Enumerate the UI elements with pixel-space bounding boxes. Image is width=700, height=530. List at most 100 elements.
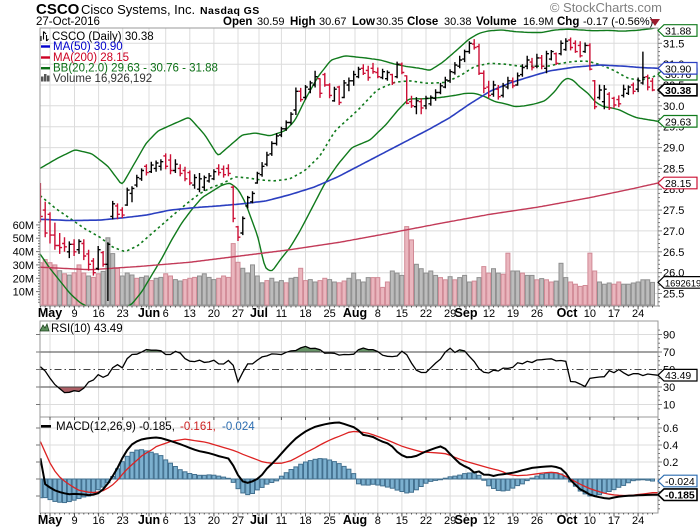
- svg-text:-0.185: -0.185: [665, 490, 695, 502]
- svg-text:Jun: Jun: [138, 513, 160, 527]
- svg-text:© StockCharts.com: © StockCharts.com: [550, 0, 662, 15]
- svg-text:MA(50) 30.90: MA(50) 30.90: [53, 41, 123, 53]
- svg-text:9: 9: [71, 308, 77, 320]
- svg-text:Open: Open: [223, 16, 252, 28]
- svg-text:23: 23: [117, 515, 129, 527]
- svg-text:27.0: 27.0: [663, 226, 684, 238]
- svg-text:20: 20: [208, 308, 220, 320]
- svg-text:70: 70: [663, 347, 675, 359]
- svg-text:30.38: 30.38: [444, 16, 472, 28]
- svg-text:10M: 10M: [13, 287, 34, 299]
- svg-text:12: 12: [483, 515, 495, 527]
- svg-text:43.49: 43.49: [665, 370, 691, 382]
- svg-text:Jul: Jul: [250, 306, 268, 320]
- svg-text:9: 9: [71, 515, 77, 527]
- svg-text:MA(200) 28.15: MA(200) 28.15: [53, 52, 129, 64]
- svg-text:MACD(12,26,9) -0.185,: MACD(12,26,9) -0.185,: [56, 421, 175, 433]
- svg-text:Nasdaq GS: Nasdaq GS: [200, 5, 260, 17]
- svg-text:22: 22: [420, 308, 432, 320]
- svg-text:Close: Close: [407, 16, 438, 28]
- svg-text:30.67: 30.67: [319, 16, 347, 28]
- svg-text:16926192: 16926192: [665, 278, 700, 288]
- svg-text:Jun: Jun: [138, 306, 160, 320]
- svg-text:Chg: Chg: [557, 16, 579, 28]
- svg-text:25: 25: [323, 515, 335, 527]
- svg-text:Volume: Volume: [476, 16, 517, 28]
- svg-text:12: 12: [483, 308, 495, 320]
- svg-text:19: 19: [507, 515, 519, 527]
- svg-text:30.0: 30.0: [663, 101, 684, 113]
- svg-text:BB(20,2.0) 29.63 - 30.76 - 31.: BB(20,2.0) 29.63 - 30.76 - 31.88: [53, 63, 218, 75]
- svg-text:30.38: 30.38: [665, 85, 691, 97]
- svg-text:10: 10: [584, 515, 596, 527]
- svg-text:28.15: 28.15: [665, 178, 691, 190]
- svg-text:30M: 30M: [13, 260, 34, 272]
- svg-text:26: 26: [531, 308, 543, 320]
- svg-text:11: 11: [276, 515, 287, 527]
- svg-text:-0.024: -0.024: [222, 421, 255, 433]
- svg-text:6: 6: [163, 515, 169, 527]
- svg-text:19: 19: [507, 308, 519, 320]
- svg-text:8: 8: [375, 515, 381, 527]
- svg-text:28.5: 28.5: [663, 163, 684, 175]
- svg-text:29: 29: [444, 308, 456, 320]
- svg-text:27-Oct-2016: 27-Oct-2016: [36, 16, 100, 28]
- svg-text:25.5: 25.5: [663, 289, 684, 301]
- svg-text:18: 18: [299, 308, 311, 320]
- svg-text:CSCO (Daily) 30.38: CSCO (Daily) 30.38: [52, 31, 154, 43]
- svg-text:Low: Low: [352, 16, 375, 28]
- svg-text:Oct: Oct: [557, 513, 579, 527]
- svg-text:Volume 16,926,192: Volume 16,926,192: [53, 73, 152, 85]
- svg-text:13: 13: [184, 515, 196, 527]
- svg-text:24: 24: [632, 308, 644, 320]
- svg-text:Cisco Systems, Inc.: Cisco Systems, Inc.: [81, 2, 195, 17]
- svg-text:29.63: 29.63: [665, 116, 691, 128]
- svg-text:Sep: Sep: [455, 513, 478, 527]
- svg-text:30: 30: [663, 382, 675, 394]
- svg-text:27: 27: [232, 308, 244, 320]
- svg-text:23: 23: [117, 308, 129, 320]
- svg-text:0.6: 0.6: [663, 423, 678, 435]
- svg-text:10: 10: [584, 308, 596, 320]
- svg-text:May: May: [38, 513, 62, 527]
- svg-text:18: 18: [299, 515, 311, 527]
- svg-text:30.35: 30.35: [376, 16, 404, 28]
- svg-text:22: 22: [420, 515, 432, 527]
- svg-text:0.4: 0.4: [663, 440, 678, 452]
- svg-text:20: 20: [208, 515, 220, 527]
- svg-text:RSI(10) 43.49: RSI(10) 43.49: [51, 323, 123, 335]
- svg-text:90: 90: [663, 330, 675, 342]
- svg-text:Aug: Aug: [343, 513, 367, 527]
- svg-text:-0.161,: -0.161,: [180, 421, 216, 433]
- svg-text:15: 15: [396, 515, 408, 527]
- svg-text:8: 8: [375, 308, 381, 320]
- svg-text:16: 16: [92, 308, 104, 320]
- svg-text:29.0: 29.0: [663, 143, 684, 155]
- svg-text:May: May: [38, 306, 62, 320]
- svg-text:16.9M: 16.9M: [523, 16, 554, 28]
- svg-text:Sep: Sep: [455, 306, 478, 320]
- svg-text:17: 17: [608, 308, 620, 320]
- svg-text:60M: 60M: [13, 220, 34, 232]
- svg-text:6: 6: [163, 308, 169, 320]
- svg-text:High: High: [290, 16, 316, 28]
- svg-text:30.59: 30.59: [257, 16, 285, 28]
- svg-text:Oct: Oct: [557, 306, 579, 320]
- svg-text:CSCO: CSCO: [36, 1, 80, 18]
- svg-text:26.5: 26.5: [663, 247, 684, 259]
- svg-text:31.88: 31.88: [665, 26, 691, 38]
- svg-text:0.2: 0.2: [663, 457, 678, 469]
- svg-text:16: 16: [92, 515, 104, 527]
- svg-text:Jul: Jul: [250, 513, 268, 527]
- svg-text:29: 29: [444, 515, 456, 527]
- svg-text:Aug: Aug: [343, 306, 367, 320]
- svg-text:-0.17 (-0.56%): -0.17 (-0.56%): [583, 16, 653, 28]
- svg-text:27: 27: [232, 515, 244, 527]
- svg-text:50M: 50M: [13, 233, 34, 245]
- svg-text:25: 25: [323, 308, 335, 320]
- svg-text:10: 10: [663, 400, 675, 412]
- svg-text:31.5: 31.5: [663, 38, 684, 50]
- svg-text:11: 11: [276, 308, 287, 320]
- svg-text:30.90: 30.90: [665, 63, 691, 75]
- svg-text:24: 24: [632, 515, 644, 527]
